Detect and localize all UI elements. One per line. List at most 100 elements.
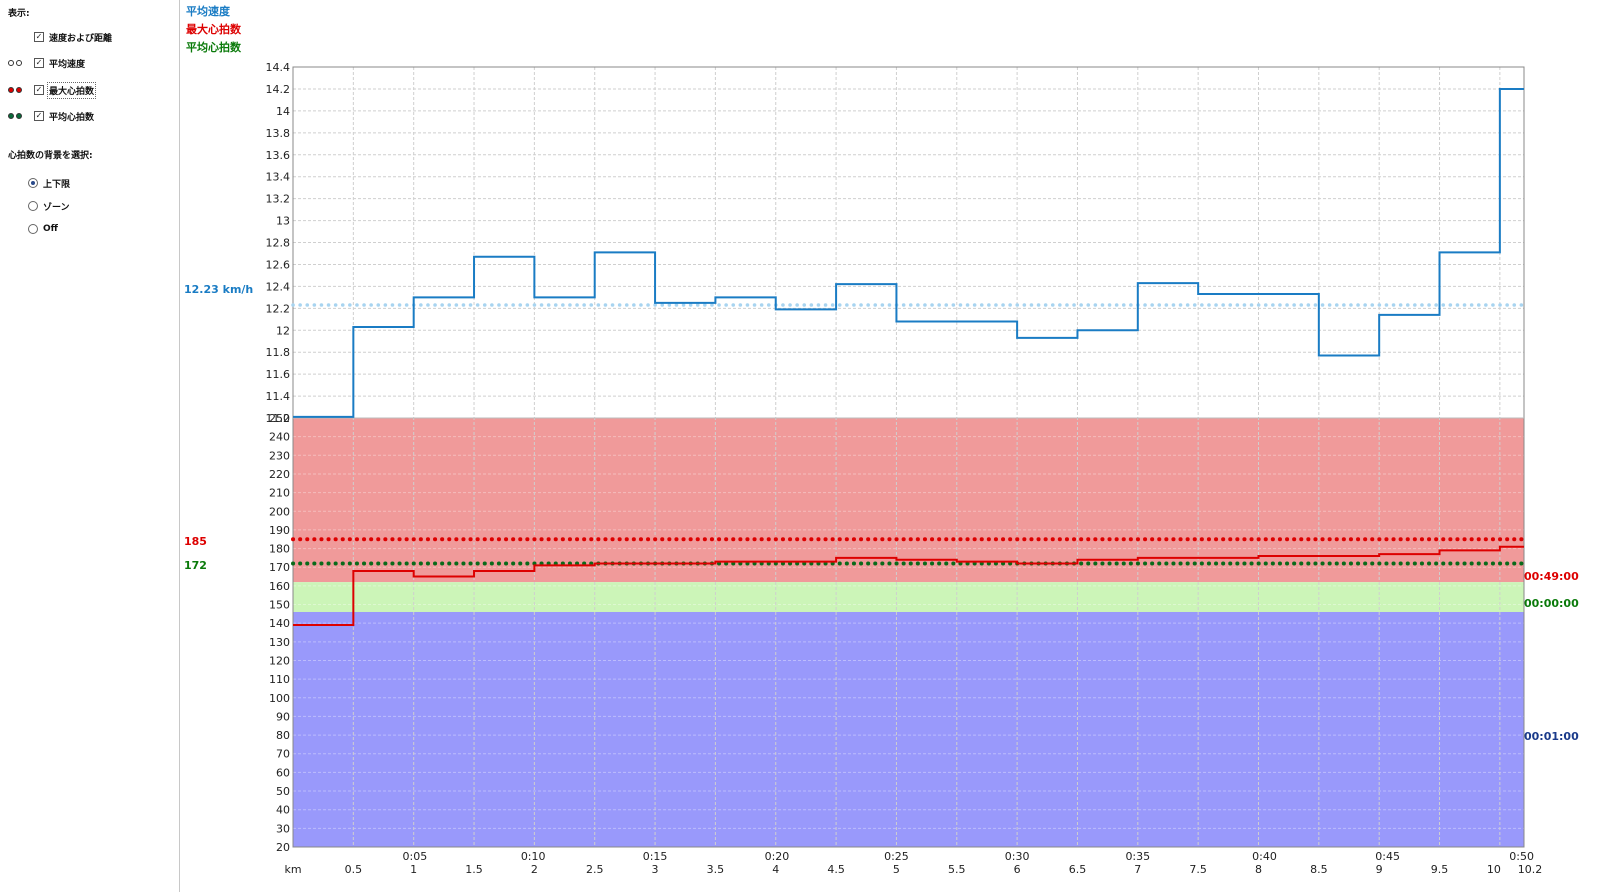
time-tick-label: 0:50 xyxy=(1509,850,1534,863)
speed-y-tick-label: 12 xyxy=(276,324,290,337)
hr-y-tick-label: 230 xyxy=(269,449,290,462)
km-tick-label: 8.5 xyxy=(1310,863,1328,876)
checkbox-label: 平均心拍数 xyxy=(49,112,95,123)
speed-y-tick-label: 11.2 xyxy=(266,412,291,425)
legend-max-hr: 最大心拍数 xyxy=(186,23,241,36)
time-tick-label: 0:05 xyxy=(403,850,428,863)
radio-button[interactable] xyxy=(28,201,38,211)
checkbox-max-hr[interactable]: ✓ 最大心拍数 xyxy=(6,81,97,99)
hr-background-label: 心拍数の背景を選択: xyxy=(8,151,93,161)
checkbox-box[interactable]: ✓ xyxy=(34,85,44,95)
hr-y-tick-label: 200 xyxy=(269,505,290,518)
checkbox-speed-distance[interactable]: ✓ 速度および距離 xyxy=(6,30,112,44)
time-tick-label: 0:30 xyxy=(1005,850,1030,863)
km-tick-label: 9.5 xyxy=(1431,863,1449,876)
hr-y-tick-label: 250 xyxy=(269,412,290,425)
green-dots-marker-icon xyxy=(6,111,30,121)
km-tick-label: 1.5 xyxy=(465,863,483,876)
speed-y-tick-label: 14.2 xyxy=(266,83,291,96)
checkbox-box[interactable]: ✓ xyxy=(34,32,44,42)
hr-y-tick-label: 60 xyxy=(276,766,290,779)
speed-y-tick-label: 13.8 xyxy=(266,127,291,140)
zone-below-band xyxy=(293,611,1524,847)
speed-y-tick-label: 12.4 xyxy=(266,280,291,293)
hr-y-tick-label: 150 xyxy=(269,599,290,612)
max-hr-series-line xyxy=(293,545,1524,627)
time-tick-label: 0:20 xyxy=(765,850,790,863)
radio-label: Off xyxy=(43,224,58,234)
time-tick-label: 0:25 xyxy=(884,850,909,863)
speed-y-tick-label: 14 xyxy=(276,105,290,118)
km-tick-label: 5.5 xyxy=(948,863,966,876)
hr-y-tick-label: 90 xyxy=(276,710,290,723)
km-tick-label: 4 xyxy=(772,863,779,876)
zone-in-band xyxy=(293,582,1524,612)
radio-label: ゾーン xyxy=(43,202,70,213)
max-hr-value: 185 xyxy=(184,535,207,548)
checkbox-label: 最大心拍数 xyxy=(46,81,97,99)
km-tick-label: 10 xyxy=(1487,863,1501,876)
km-tick-label: 1 xyxy=(410,863,417,876)
speed-y-tick-label: 12.6 xyxy=(266,258,291,271)
speed-y-tick-label: 13.2 xyxy=(266,193,291,206)
hr-y-tick-label: 50 xyxy=(276,785,290,798)
radio-off[interactable]: Off xyxy=(28,222,58,236)
checkbox-avg-speed[interactable]: ✓ 平均速度 xyxy=(6,56,85,70)
km-tick-label: 3.5 xyxy=(707,863,725,876)
hr-y-tick-label: 210 xyxy=(269,487,290,500)
km-tick-label: 5 xyxy=(893,863,900,876)
hr-y-tick-label: 30 xyxy=(276,822,290,835)
km-tick-label: 2.5 xyxy=(586,863,604,876)
red-dots-marker-icon xyxy=(6,85,30,95)
speed-y-tick-label: 14.4 xyxy=(266,61,291,74)
hr-y-tick-label: 190 xyxy=(269,524,290,537)
hr-y-tick-label: 130 xyxy=(269,636,290,649)
time-tick-label: 0:35 xyxy=(1125,850,1150,863)
speed-y-tick-label: 13.4 xyxy=(266,171,291,184)
hr-y-tick-label: 220 xyxy=(269,468,290,481)
radio-label: 上下限 xyxy=(43,179,71,190)
zone-in-time: 00:00:00 xyxy=(1524,597,1579,610)
speed-y-tick-label: 11.8 xyxy=(266,346,291,359)
hr-y-tick-label: 40 xyxy=(276,804,290,817)
hr-y-tick-label: 140 xyxy=(269,617,290,630)
time-tick-label: 0:45 xyxy=(1375,850,1400,863)
hr-y-tick-label: 110 xyxy=(269,673,290,686)
legend-avg-hr: 平均心拍数 xyxy=(186,41,241,54)
km-tick-label: 6.5 xyxy=(1069,863,1087,876)
speed-y-tick-label: 12.8 xyxy=(266,237,291,250)
hr-y-tick-label: 240 xyxy=(269,431,290,444)
hr-y-tick-label: 120 xyxy=(269,654,290,667)
km-tick-label: km xyxy=(284,863,301,876)
km-tick-label: 3 xyxy=(652,863,659,876)
options-panel: 表示: ✓ 速度および距離 ✓ 平均速度 ✓ 最大心拍数 ✓ 平均心拍数 心拍数… xyxy=(0,0,180,892)
km-tick-label: 7.5 xyxy=(1189,863,1207,876)
time-tick-label: 0:10 xyxy=(521,850,546,863)
checkbox-box[interactable]: ✓ xyxy=(34,58,44,68)
radio-button[interactable] xyxy=(28,178,38,188)
km-tick-label: 7 xyxy=(1134,863,1141,876)
speed-y-tick-label: 11.4 xyxy=(266,390,291,403)
speed-y-tick-label: 11.6 xyxy=(266,368,291,381)
white-dots-marker-icon xyxy=(6,58,30,68)
radio-limits[interactable]: 上下限 xyxy=(28,176,70,190)
checkbox-label: 平均速度 xyxy=(49,59,86,70)
hr-y-tick-label: 180 xyxy=(269,543,290,556)
speed-y-tick-label: 13 xyxy=(276,215,290,228)
radio-zones[interactable]: ゾーン xyxy=(28,199,70,213)
speed-y-tick-label: 12.2 xyxy=(266,302,291,315)
zone-above-time: 00:49:00 xyxy=(1524,570,1579,583)
time-tick-label: 0:15 xyxy=(643,850,668,863)
checkbox-box[interactable]: ✓ xyxy=(34,111,44,121)
checkbox-label: 速度および距離 xyxy=(49,33,113,44)
legend-avg-speed: 平均速度 xyxy=(186,5,230,18)
checkbox-avg-hr[interactable]: ✓ 平均心拍数 xyxy=(6,109,94,123)
hr-y-tick-label: 100 xyxy=(269,692,290,705)
speed-y-tick-label: 13.6 xyxy=(266,149,291,162)
km-tick-label: 6 xyxy=(1014,863,1021,876)
zone-below-time: 00:01:00 xyxy=(1524,730,1579,743)
hr-y-tick-label: 80 xyxy=(276,729,290,742)
km-tick-label: 4.5 xyxy=(827,863,845,876)
radio-button[interactable] xyxy=(28,224,38,234)
